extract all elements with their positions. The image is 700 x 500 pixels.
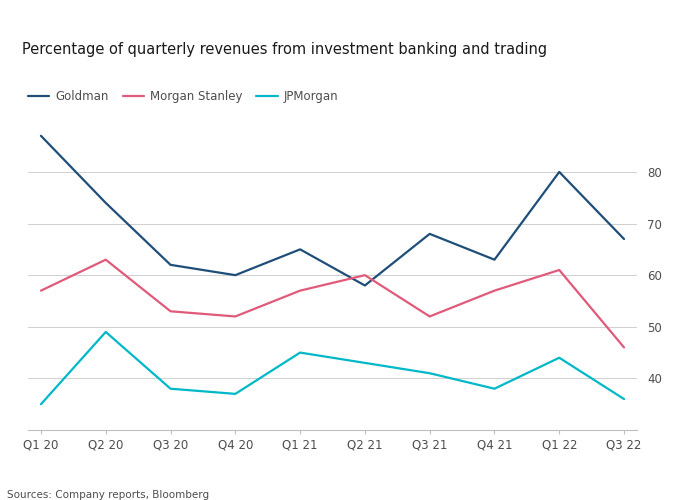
Goldman — [360, 282, 369, 288]
Morgan Stanley — [426, 314, 434, 320]
Goldman — [167, 262, 175, 268]
Morgan Stanley — [37, 288, 46, 294]
JPMorgan — [231, 391, 239, 397]
Goldman — [102, 200, 110, 206]
JPMorgan — [555, 354, 564, 360]
Goldman — [296, 246, 304, 252]
Morgan Stanley — [102, 256, 110, 262]
Morgan Stanley — [167, 308, 175, 314]
Text: Percentage of quarterly revenues from investment banking and trading: Percentage of quarterly revenues from in… — [22, 42, 547, 58]
Line: Goldman: Goldman — [41, 136, 624, 286]
Line: JPMorgan: JPMorgan — [41, 332, 624, 404]
JPMorgan — [360, 360, 369, 366]
JPMorgan — [102, 329, 110, 335]
JPMorgan — [620, 396, 628, 402]
Morgan Stanley — [296, 288, 304, 294]
JPMorgan — [167, 386, 175, 392]
JPMorgan — [296, 350, 304, 356]
Morgan Stanley — [620, 344, 628, 350]
Goldman — [620, 236, 628, 242]
Goldman — [426, 231, 434, 237]
Text: Sources: Company reports, Bloomberg: Sources: Company reports, Bloomberg — [7, 490, 209, 500]
Line: Morgan Stanley: Morgan Stanley — [41, 260, 624, 348]
Morgan Stanley — [555, 267, 564, 273]
Goldman — [37, 133, 46, 139]
Goldman — [490, 256, 498, 262]
Morgan Stanley — [360, 272, 369, 278]
Goldman — [555, 169, 564, 175]
JPMorgan — [490, 386, 498, 392]
Morgan Stanley — [231, 314, 239, 320]
Legend: Goldman, Morgan Stanley, JPMorgan: Goldman, Morgan Stanley, JPMorgan — [28, 90, 338, 104]
JPMorgan — [37, 401, 46, 407]
Morgan Stanley — [490, 288, 498, 294]
JPMorgan — [426, 370, 434, 376]
Goldman — [231, 272, 239, 278]
